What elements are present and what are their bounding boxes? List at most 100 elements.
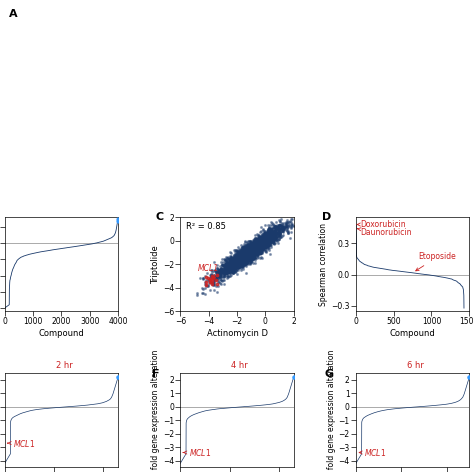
Point (250, 254, 257, 262)
Point (208, 266, 216, 274)
Point (248, 252, 255, 259)
Point (265, 234, 273, 241)
Point (230, 264, 237, 272)
Point (227, 260, 235, 268)
Point (264, 242, 272, 249)
Point (246, 254, 254, 262)
Point (268, 232, 276, 239)
Point (244, 245, 251, 253)
Point (227, 255, 234, 262)
Point (274, 233, 282, 241)
Point (256, 241, 264, 248)
Point (242, 241, 250, 249)
Point (248, 240, 255, 248)
Point (269, 225, 276, 233)
Point (258, 235, 266, 243)
Point (252, 239, 260, 247)
Point (233, 253, 240, 261)
Point (229, 265, 237, 272)
Point (257, 240, 264, 247)
Point (227, 268, 235, 275)
Point (217, 270, 225, 278)
Point (220, 280, 228, 288)
Point (248, 241, 255, 249)
Point (276, 221, 283, 228)
Point (259, 244, 266, 251)
Point (246, 242, 253, 249)
Point (256, 242, 264, 249)
Point (246, 247, 254, 254)
Point (226, 264, 233, 271)
Point (263, 229, 270, 237)
Point (225, 268, 232, 276)
Point (260, 236, 268, 244)
Point (245, 240, 253, 247)
Point (250, 235, 257, 243)
Point (284, 218, 292, 226)
Point (239, 253, 247, 261)
Point (276, 221, 283, 228)
Point (240, 257, 248, 265)
Point (214, 271, 222, 278)
Point (223, 262, 231, 270)
Point (239, 253, 247, 260)
Point (256, 243, 264, 250)
Point (254, 242, 261, 249)
Point (284, 224, 292, 231)
Text: F: F (152, 369, 160, 379)
Point (245, 254, 253, 261)
Point (247, 256, 255, 264)
Point (246, 248, 254, 256)
Point (244, 251, 251, 259)
Point (268, 236, 276, 243)
Point (271, 228, 279, 236)
Point (254, 244, 261, 252)
Point (207, 274, 215, 281)
Point (265, 240, 273, 247)
Point (239, 247, 247, 254)
Point (234, 254, 241, 262)
Point (240, 254, 248, 262)
Point (256, 235, 264, 242)
Point (237, 249, 244, 257)
Point (263, 241, 270, 249)
Point (267, 237, 275, 245)
Point (226, 254, 233, 261)
Point (261, 221, 269, 229)
Point (260, 236, 267, 243)
Point (239, 260, 247, 268)
Point (260, 237, 268, 244)
Point (278, 225, 286, 233)
Point (215, 271, 222, 278)
Point (239, 247, 246, 255)
Point (260, 238, 267, 245)
Point (231, 261, 239, 269)
Point (240, 249, 248, 257)
Point (230, 256, 237, 264)
Point (245, 244, 252, 252)
Point (247, 242, 255, 250)
Point (252, 235, 260, 243)
Point (230, 258, 238, 266)
Point (255, 232, 262, 239)
Point (233, 251, 240, 258)
Point (233, 252, 241, 259)
Point (244, 250, 251, 258)
Point (271, 228, 278, 236)
Point (264, 234, 272, 241)
Point (238, 257, 246, 264)
Point (223, 274, 231, 281)
Point (232, 262, 240, 270)
Point (248, 245, 255, 253)
Point (234, 251, 242, 258)
Point (239, 253, 247, 261)
Point (251, 238, 258, 245)
Point (251, 241, 259, 249)
Point (246, 259, 254, 267)
Point (241, 249, 249, 256)
Point (249, 244, 257, 252)
Point (280, 224, 288, 231)
Point (236, 256, 244, 264)
Point (224, 264, 232, 272)
Point (248, 247, 255, 254)
